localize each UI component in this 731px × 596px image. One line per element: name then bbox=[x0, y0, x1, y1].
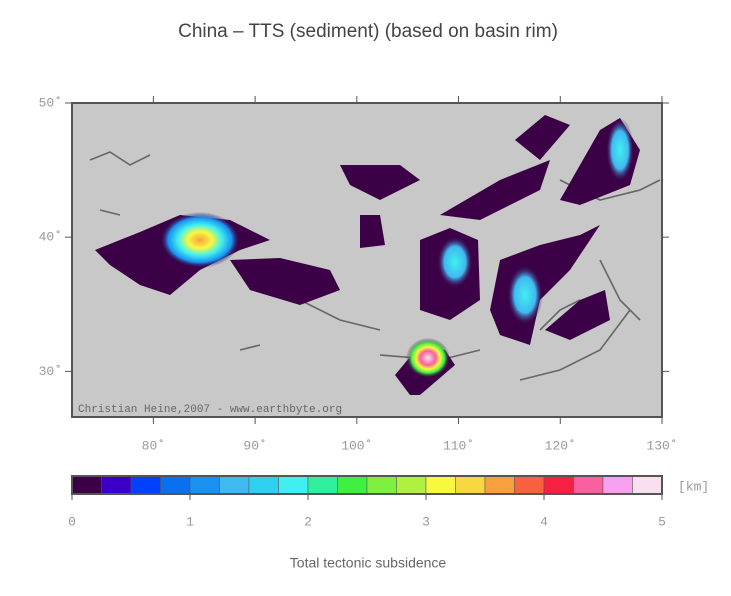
color-swatch bbox=[248, 475, 279, 495]
x-tick-label: 130˚ bbox=[646, 438, 677, 453]
color-swatch bbox=[130, 475, 161, 495]
colorbar-label: Total tectonic subsidence bbox=[290, 555, 447, 571]
color-swatch bbox=[543, 475, 574, 495]
y-tick-label: 30˚ bbox=[39, 364, 62, 379]
color-swatch bbox=[71, 475, 102, 495]
basin bbox=[515, 115, 570, 160]
colorbar-tick-label: 2 bbox=[304, 514, 312, 529]
color-swatch bbox=[366, 475, 397, 495]
colorbar-unit: [km] bbox=[678, 479, 709, 494]
color-swatch bbox=[337, 475, 368, 495]
basin-fill bbox=[160, 212, 240, 268]
color-swatch bbox=[101, 475, 132, 495]
color-swatch bbox=[307, 475, 338, 495]
map-frame bbox=[71, 102, 663, 418]
colorbar-tick-label: 3 bbox=[422, 514, 430, 529]
colorbar-tick-label: 1 bbox=[186, 514, 194, 529]
colorbar-tick-label: 5 bbox=[658, 514, 666, 529]
colorbar: 0 1 2 3 4 5 bbox=[68, 475, 666, 529]
title: China – TTS (sediment) (based on basin r… bbox=[178, 21, 558, 42]
basin-fill bbox=[606, 118, 634, 182]
color-swatch bbox=[573, 475, 604, 495]
basin bbox=[230, 258, 340, 305]
colorbar-tick-label: 4 bbox=[540, 514, 548, 529]
color-swatch bbox=[425, 475, 456, 495]
color-swatch bbox=[219, 475, 250, 495]
color-swatch bbox=[514, 475, 545, 495]
basin bbox=[545, 290, 610, 340]
color-swatch bbox=[160, 475, 191, 495]
y-tick-label: 40˚ bbox=[39, 230, 62, 245]
basin-fill bbox=[406, 338, 450, 378]
basin-fill bbox=[507, 265, 543, 325]
color-swatch bbox=[455, 475, 486, 495]
x-tick-label: 110˚ bbox=[443, 438, 474, 453]
x-tick-label: 80˚ bbox=[142, 438, 165, 453]
credit: Christian Heine,2007 - www.earthbyte.org bbox=[78, 404, 342, 416]
color-swatch bbox=[632, 475, 663, 495]
basin bbox=[360, 215, 385, 248]
x-tick-label: 120˚ bbox=[545, 438, 576, 453]
x-tick-label: 100˚ bbox=[341, 438, 372, 453]
x-tick-label: 90˚ bbox=[243, 438, 266, 453]
color-swatch bbox=[602, 475, 633, 495]
map: Christian Heine,2007 - www.earthbyte.org bbox=[71, 102, 663, 418]
basin-fill bbox=[437, 236, 473, 288]
basin bbox=[340, 165, 420, 200]
basins bbox=[95, 115, 640, 395]
colorbar-frame bbox=[71, 475, 663, 495]
color-swatch bbox=[484, 475, 515, 495]
color-swatch bbox=[189, 475, 220, 495]
color-swatch bbox=[396, 475, 427, 495]
basin bbox=[440, 160, 550, 220]
colorbar-tick-label: 0 bbox=[68, 514, 76, 529]
color-swatch bbox=[278, 475, 309, 495]
y-tick-label: 50˚ bbox=[39, 95, 62, 110]
